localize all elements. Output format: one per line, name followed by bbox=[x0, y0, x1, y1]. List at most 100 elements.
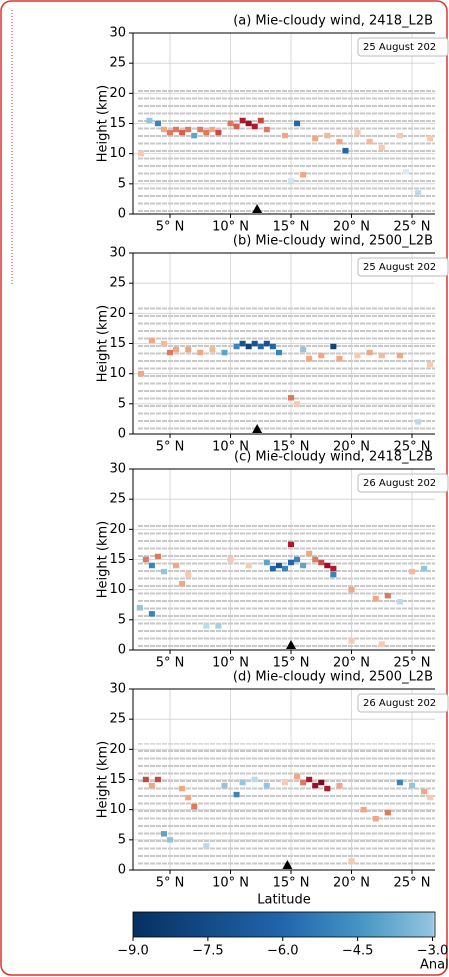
wind-cell bbox=[396, 132, 403, 139]
wind-cell bbox=[173, 562, 180, 569]
wind-cell bbox=[185, 346, 192, 353]
wind-cell bbox=[233, 791, 240, 798]
overpass-marker bbox=[286, 640, 297, 649]
wind-cell bbox=[281, 779, 288, 786]
wind-cell bbox=[342, 147, 349, 154]
wind-cell bbox=[384, 592, 391, 599]
wind-cell bbox=[312, 135, 319, 142]
wind-cell bbox=[378, 641, 385, 647]
wind-cell bbox=[372, 816, 379, 822]
x-tick-label: 5° N bbox=[156, 220, 185, 235]
wind-cell bbox=[209, 346, 216, 353]
x-axis-label: Latitude bbox=[257, 893, 311, 908]
y-tick-label: 5 bbox=[118, 832, 126, 847]
wind-cell bbox=[402, 169, 409, 175]
wind-cell bbox=[148, 562, 155, 569]
wind-cell bbox=[330, 565, 337, 572]
wind-cell bbox=[263, 559, 270, 566]
wind-cell bbox=[257, 343, 264, 350]
wind-cell bbox=[421, 565, 428, 572]
wind-cell bbox=[354, 129, 361, 136]
annotation: 26 August 202 bbox=[363, 698, 436, 709]
y-tick-label: 0 bbox=[118, 643, 126, 658]
wind-cell bbox=[215, 623, 222, 629]
wind-cell bbox=[294, 401, 301, 407]
y-tick-label: 10 bbox=[109, 582, 126, 597]
y-tick-label: 30 bbox=[109, 682, 126, 697]
wind-cell bbox=[306, 776, 313, 783]
wind-cell bbox=[160, 126, 167, 133]
y-axis-label: Height (km) bbox=[96, 741, 111, 818]
plot-area bbox=[133, 469, 435, 650]
wind-cell bbox=[233, 123, 240, 130]
wind-cell bbox=[324, 562, 331, 569]
y-tick-label: 0 bbox=[118, 207, 126, 222]
x-tick-label: 5° N bbox=[156, 876, 185, 891]
y-tick-label: 20 bbox=[109, 742, 126, 757]
x-tick-label: 5° N bbox=[156, 656, 185, 671]
wind-cell bbox=[396, 599, 403, 605]
x-tick-label: 10° N bbox=[212, 220, 249, 235]
wind-cell bbox=[378, 352, 385, 359]
colorbar-tick-label: −7.5 bbox=[192, 944, 224, 959]
wind-cell bbox=[166, 129, 174, 136]
wind-cell bbox=[348, 586, 355, 593]
x-tick-label: 25° N bbox=[394, 656, 431, 671]
wind-cell bbox=[251, 776, 258, 783]
wind-cell bbox=[348, 638, 355, 644]
wind-cell bbox=[372, 596, 379, 602]
wind-cell bbox=[239, 779, 246, 786]
y-tick-label: 25 bbox=[109, 56, 126, 71]
colorbar bbox=[132, 911, 436, 938]
y-tick-label: 20 bbox=[109, 522, 126, 537]
wind-cell bbox=[136, 605, 143, 611]
wind-cell bbox=[185, 126, 192, 133]
wind-cell bbox=[318, 779, 325, 786]
y-tick-label: 15 bbox=[109, 772, 126, 787]
wind-cell bbox=[185, 571, 192, 578]
annotation: 26 August 202 bbox=[363, 478, 436, 489]
x-tick-label: 15° N bbox=[273, 656, 310, 671]
y-tick-label: 10 bbox=[109, 146, 126, 161]
wind-cell bbox=[160, 831, 167, 837]
x-tick-label: 10° N bbox=[212, 440, 249, 455]
wind-cell bbox=[275, 562, 282, 569]
wind-cell bbox=[166, 349, 174, 356]
y-tick-label: 15 bbox=[109, 336, 126, 351]
wind-cell bbox=[300, 562, 307, 569]
x-tick-label: 20° N bbox=[333, 440, 370, 455]
y-axis-label: Height (km) bbox=[96, 85, 111, 162]
wind-cell bbox=[227, 120, 234, 127]
wind-cell bbox=[245, 343, 252, 350]
y-tick-label: 30 bbox=[109, 246, 126, 261]
overpass-marker bbox=[252, 424, 263, 433]
wind-cell bbox=[221, 782, 228, 789]
wind-cell bbox=[173, 126, 180, 133]
x-tick-label: 20° N bbox=[333, 876, 370, 891]
wind-cell bbox=[287, 559, 295, 566]
wind-cell bbox=[312, 782, 319, 789]
wind-cell bbox=[348, 858, 355, 864]
wind-cell bbox=[427, 794, 434, 801]
wind-cell bbox=[215, 129, 222, 136]
wind-cell bbox=[396, 352, 403, 359]
x-tick-label: 10° N bbox=[212, 656, 249, 671]
wind-cell bbox=[179, 129, 186, 136]
wind-cell bbox=[336, 355, 343, 362]
wind-cell bbox=[312, 556, 319, 563]
wind-cell bbox=[281, 132, 288, 139]
y-tick-label: 10 bbox=[109, 802, 126, 817]
wind-cell bbox=[239, 340, 246, 347]
colorbar-tick-label: −3.0 bbox=[417, 944, 449, 959]
plot-area bbox=[133, 33, 435, 214]
wind-cell bbox=[415, 190, 422, 196]
wind-cell bbox=[366, 138, 373, 145]
wind-cell bbox=[427, 361, 434, 368]
colorbar-tick-label: −6.0 bbox=[267, 944, 299, 959]
wind-cell bbox=[336, 138, 343, 145]
wind-cell bbox=[330, 343, 337, 350]
wind-cell bbox=[160, 568, 167, 575]
range-bins bbox=[137, 307, 435, 432]
wind-cell bbox=[263, 126, 270, 133]
wind-cell bbox=[203, 843, 210, 849]
